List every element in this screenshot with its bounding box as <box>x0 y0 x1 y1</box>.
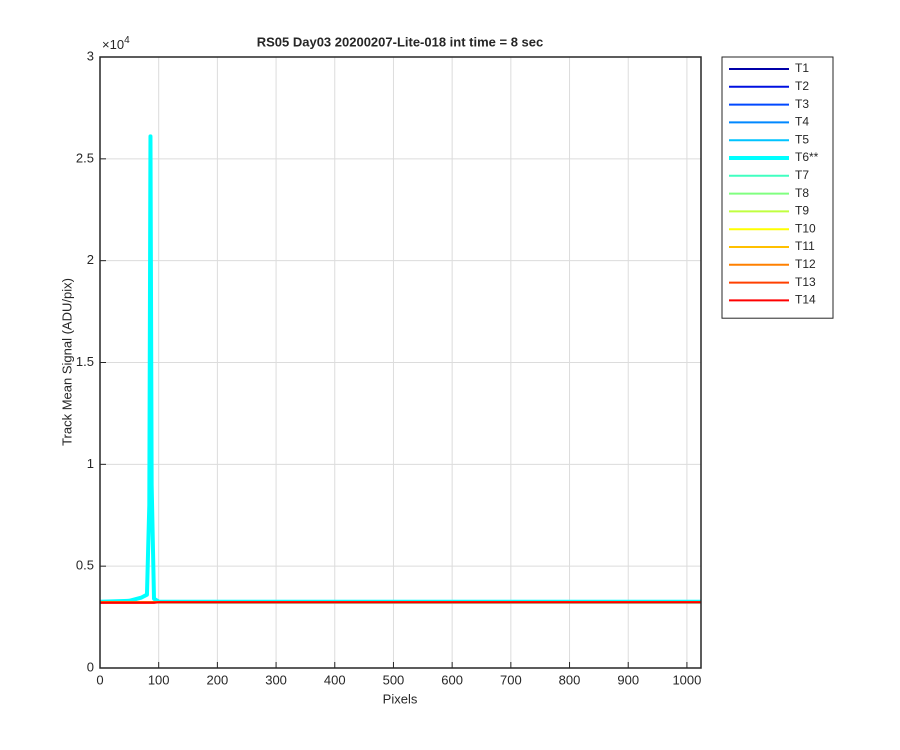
y-tick-label: 0 <box>87 659 94 674</box>
y-multiplier: ×104 <box>102 35 130 53</box>
legend-label: T13 <box>795 275 816 289</box>
x-tick-label: 500 <box>383 672 405 687</box>
x-tick-label: 700 <box>500 672 522 687</box>
legend-label: T3 <box>795 97 809 111</box>
x-tick-label: 900 <box>617 672 639 687</box>
series-line <box>100 601 701 604</box>
x-tick-label: 400 <box>324 672 346 687</box>
x-tick-label: 300 <box>265 672 287 687</box>
legend-label: T7 <box>795 168 809 182</box>
legend-label: T2 <box>795 79 809 93</box>
legend-label: T14 <box>795 293 816 307</box>
legend-label: T6** <box>795 150 819 164</box>
x-axis-label: Pixels <box>383 691 418 706</box>
x-tick-label: 100 <box>148 672 170 687</box>
x-tick-label: 0 <box>96 672 103 687</box>
x-tick-label: 1000 <box>672 672 701 687</box>
chart-title: RS05 Day03 20200207-Lite-018 int time = … <box>257 34 544 49</box>
y-tick-label: 2.5 <box>76 150 94 165</box>
y-tick-label: 3 <box>87 48 94 63</box>
legend-label: T11 <box>795 239 815 253</box>
y-tick-label: 2 <box>87 252 94 267</box>
legend-label: T10 <box>795 221 816 235</box>
legend-label: T12 <box>795 257 816 271</box>
y-tick-label: 0.5 <box>76 558 94 573</box>
y-tick-label: 1.5 <box>76 354 94 369</box>
x-tick-label: 800 <box>559 672 581 687</box>
y-multiplier-exponent: 4 <box>124 35 130 46</box>
y-tick-label: 1 <box>87 456 94 471</box>
x-tick-label: 600 <box>441 672 463 687</box>
y-multiplier-base: ×10 <box>102 37 124 52</box>
y-axis-label: Track Mean Signal (ADU/pix) <box>59 278 74 446</box>
legend-label: T8 <box>795 186 809 200</box>
legend-box <box>721 56 834 319</box>
axes-box <box>99 56 702 669</box>
legend-label: T4 <box>795 115 809 129</box>
legend-label: T9 <box>795 204 809 218</box>
legend-label: T1 <box>795 61 809 75</box>
legend-label: T5 <box>795 132 809 146</box>
x-tick-label: 200 <box>207 672 229 687</box>
